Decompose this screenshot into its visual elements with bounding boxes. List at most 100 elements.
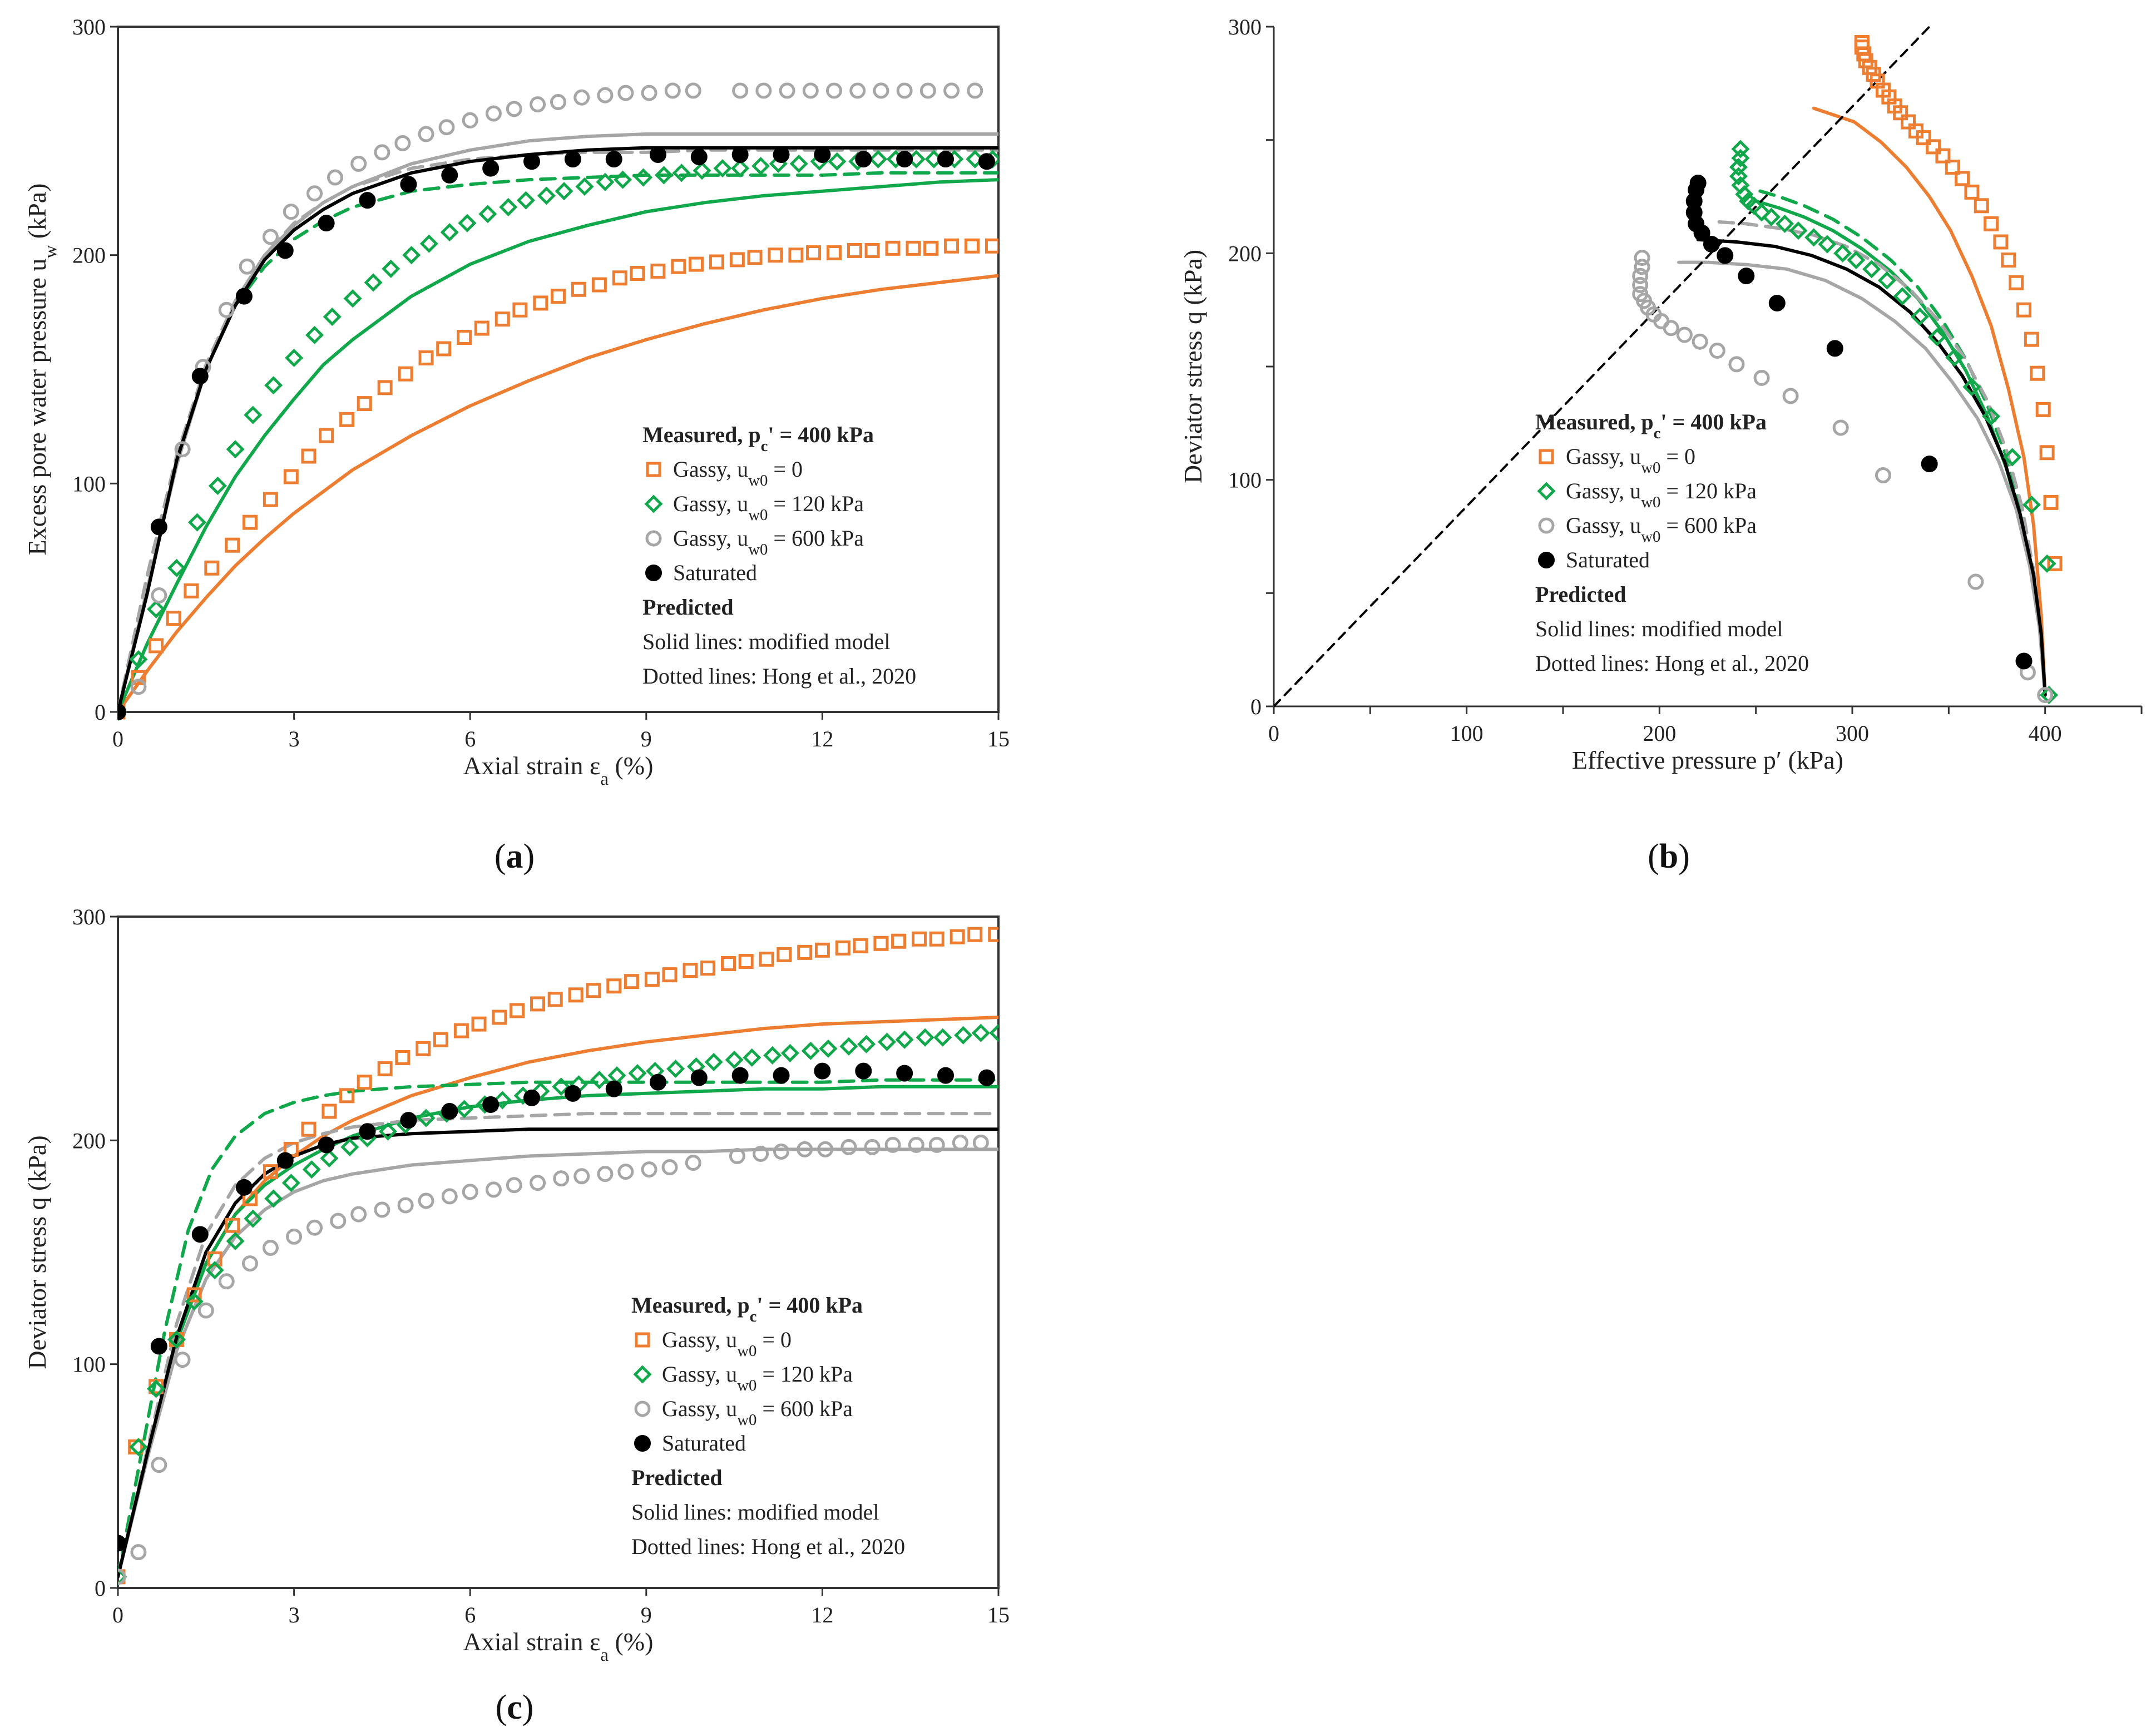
data-point — [1731, 149, 1750, 167]
data-point — [320, 1149, 339, 1168]
data-point — [661, 1159, 678, 1176]
data-point — [555, 182, 573, 201]
data-point — [441, 166, 458, 184]
y-tick-label: 300 — [72, 904, 106, 929]
data-point — [989, 1023, 998, 1042]
data-point — [305, 325, 324, 344]
data-point — [2035, 402, 2051, 417]
y-axis-label: Deviator stress q (kPa) — [23, 1135, 51, 1369]
chart-panel-1: 0 3 6 9 12 15 0 100 200 300 Axial strain εa (%) Exc… — [23, 14, 1010, 875]
data-point — [226, 440, 245, 459]
data-point — [564, 1085, 581, 1102]
data-point — [283, 469, 299, 484]
data-point — [779, 82, 795, 99]
data-point — [339, 412, 355, 427]
x-axis-label: Axial strain εa (%) — [463, 1627, 654, 1665]
critical-state-line — [1274, 26, 1931, 707]
data-point — [773, 1067, 790, 1084]
data-point — [499, 197, 518, 216]
data-point — [985, 238, 998, 254]
data-point — [516, 191, 535, 210]
data-point — [828, 152, 847, 171]
data-point — [197, 1302, 214, 1319]
data-point — [1709, 342, 1725, 359]
data-point — [624, 974, 639, 989]
data-point — [923, 240, 939, 256]
data-point — [732, 82, 749, 99]
data-point — [397, 1197, 414, 1214]
data-point — [650, 263, 666, 279]
data-point — [547, 992, 563, 1007]
data-point — [264, 376, 283, 395]
data-point — [357, 396, 372, 412]
data-point — [685, 82, 701, 99]
data-point — [671, 259, 686, 274]
x-tick-label: 0 — [112, 1602, 123, 1627]
series-black-markers — [1685, 175, 2033, 670]
data-point — [359, 1123, 376, 1140]
data-point — [731, 159, 750, 178]
data-point — [568, 987, 583, 1003]
data-point — [649, 1073, 666, 1091]
data-point — [263, 492, 278, 507]
data-point — [1993, 234, 2009, 250]
data-point — [339, 1088, 355, 1103]
series-grey-markers — [118, 82, 983, 720]
data-point — [530, 96, 546, 113]
data-point — [374, 144, 390, 161]
legend-marker — [646, 462, 661, 477]
data-point — [264, 1189, 283, 1208]
series-grey-markers — [118, 1134, 989, 1585]
x-axis-label: Effective pressure p′ (kPa) — [1572, 746, 1843, 774]
data-point — [471, 1016, 487, 1032]
data-point — [2038, 554, 2056, 573]
data-point — [523, 153, 541, 170]
data-point — [1729, 158, 1748, 177]
data-point — [967, 927, 983, 942]
legend-marker — [1538, 552, 1555, 568]
data-point — [896, 151, 913, 168]
data-point — [553, 1170, 570, 1187]
data-point — [855, 1062, 872, 1080]
data-point — [689, 256, 704, 272]
data-point — [747, 250, 763, 265]
data-point — [873, 82, 889, 99]
data-point — [1854, 35, 1870, 51]
data-point — [606, 978, 622, 994]
data-point — [2030, 365, 2045, 381]
data-point — [531, 1082, 550, 1101]
data-point — [835, 940, 850, 956]
data-point — [1833, 244, 1852, 263]
data-point — [118, 704, 126, 720]
x-tick-label: 6 — [464, 1602, 476, 1627]
legend-marker — [644, 494, 663, 513]
data-point — [943, 82, 960, 99]
legend-marker — [635, 1332, 650, 1348]
predicted-line-black-solid — [1696, 237, 2047, 697]
data-point — [378, 1122, 397, 1141]
data-point — [1729, 167, 1748, 186]
data-point — [617, 1164, 634, 1180]
y-tick-label: 200 — [1228, 241, 1262, 266]
data-point — [1634, 259, 1650, 275]
data-point — [2003, 448, 2022, 467]
data-point — [400, 176, 417, 193]
data-point — [743, 1048, 761, 1067]
data-point — [704, 1052, 723, 1072]
data-point — [965, 238, 980, 254]
data-point — [1910, 307, 1929, 326]
data-point — [418, 1192, 434, 1209]
legend-marker — [634, 1401, 651, 1417]
y-tick-label: 300 — [1228, 14, 1262, 39]
data-point — [506, 1177, 522, 1194]
data-point — [944, 238, 960, 254]
data-point — [1818, 235, 1837, 254]
data-point — [174, 441, 191, 458]
x-tick-label: 400 — [2029, 721, 2062, 746]
x-tick-label: 9 — [641, 726, 652, 751]
x-tick-label: 200 — [1643, 721, 1676, 746]
data-point — [612, 270, 627, 286]
data-point — [571, 281, 586, 297]
data-point — [530, 1175, 546, 1191]
